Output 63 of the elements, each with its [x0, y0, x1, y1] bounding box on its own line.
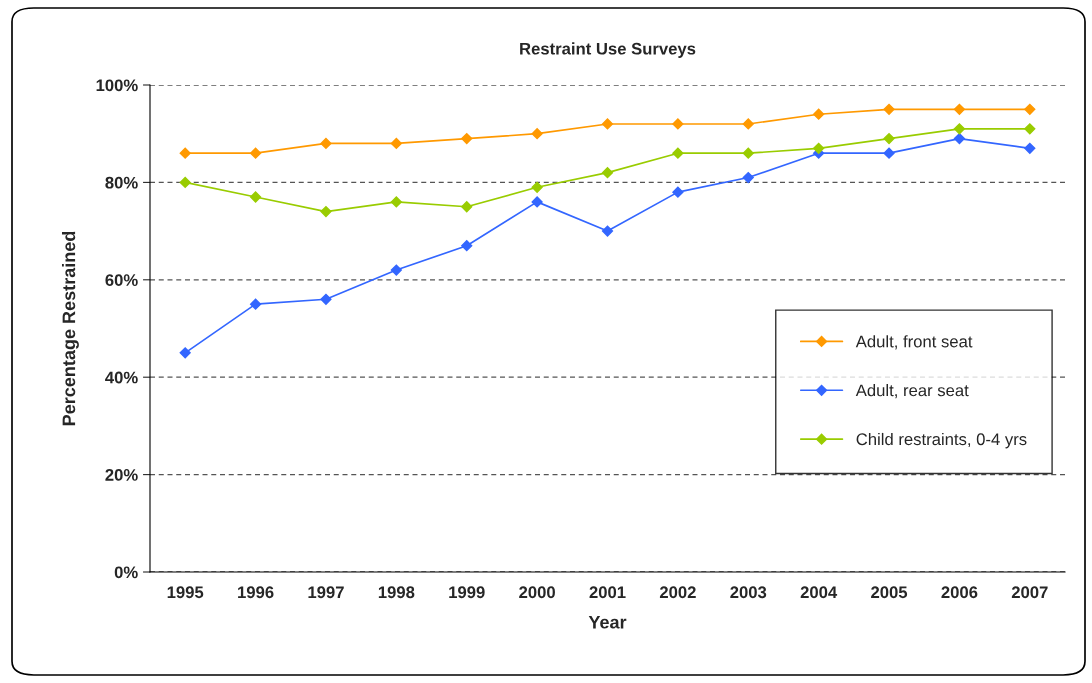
legend-label: Adult, front seat — [855, 335, 973, 350]
point — [672, 118, 684, 130]
point — [672, 147, 684, 159]
x-tick-label: 2004 — [800, 586, 838, 599]
x-tick-label: 2006 — [941, 586, 978, 599]
point — [461, 240, 473, 252]
x-tick-label: 1999 — [449, 586, 485, 599]
y-axis-title: Percentage Restrained — [61, 231, 79, 426]
point — [179, 347, 191, 359]
legend-label: Child restraints, 0-4 yrs — [856, 432, 1027, 449]
y-tick-label: 20% — [105, 469, 138, 481]
y-tick-label: 40% — [105, 371, 138, 384]
point — [249, 147, 262, 159]
point — [1024, 103, 1036, 115]
y-tick-label: 0% — [114, 566, 138, 579]
point — [320, 206, 332, 218]
point — [1024, 142, 1036, 154]
point — [179, 147, 191, 159]
y-tick-label: 60% — [105, 274, 138, 286]
point — [461, 132, 473, 145]
legend-label: Adult, rear seat — [855, 384, 969, 399]
x-axis-title: Year — [588, 615, 627, 629]
point — [249, 298, 262, 310]
point — [742, 171, 754, 184]
point — [601, 167, 614, 179]
point — [179, 176, 191, 189]
x-tick-label: 2000 — [519, 586, 555, 599]
x-tick-label: 1996 — [238, 586, 274, 599]
x-tick-label: 1995 — [167, 586, 204, 599]
y-tick-label: 80% — [105, 176, 138, 189]
y-tick-label: 100% — [96, 79, 138, 92]
point — [531, 181, 543, 193]
point — [742, 147, 754, 159]
point — [742, 118, 754, 130]
point — [320, 137, 332, 150]
x-tick-label: 2001 — [589, 586, 626, 599]
point — [883, 132, 895, 145]
point — [249, 191, 262, 203]
point — [390, 196, 402, 208]
point — [461, 201, 473, 213]
point — [953, 123, 966, 135]
point — [531, 128, 543, 140]
point — [390, 137, 402, 150]
x-tick-label: 2002 — [659, 586, 696, 599]
x-tick-label: 1997 — [308, 586, 344, 599]
point — [672, 186, 684, 198]
point — [883, 103, 895, 115]
x-tick-label: 2005 — [871, 586, 908, 599]
point — [883, 147, 895, 159]
point — [320, 293, 332, 305]
x-tick-label: 2007 — [1011, 586, 1048, 599]
point — [531, 196, 543, 208]
x-tick-label: 1998 — [378, 586, 415, 599]
point — [390, 264, 402, 276]
point — [953, 103, 966, 115]
point — [813, 108, 825, 120]
point — [813, 142, 825, 154]
x-tick-label: 2003 — [730, 586, 767, 599]
point — [601, 225, 614, 237]
point — [1024, 123, 1036, 135]
point — [953, 132, 966, 145]
point — [601, 118, 614, 130]
chart-title: Restraint Use Surveys — [520, 42, 696, 58]
